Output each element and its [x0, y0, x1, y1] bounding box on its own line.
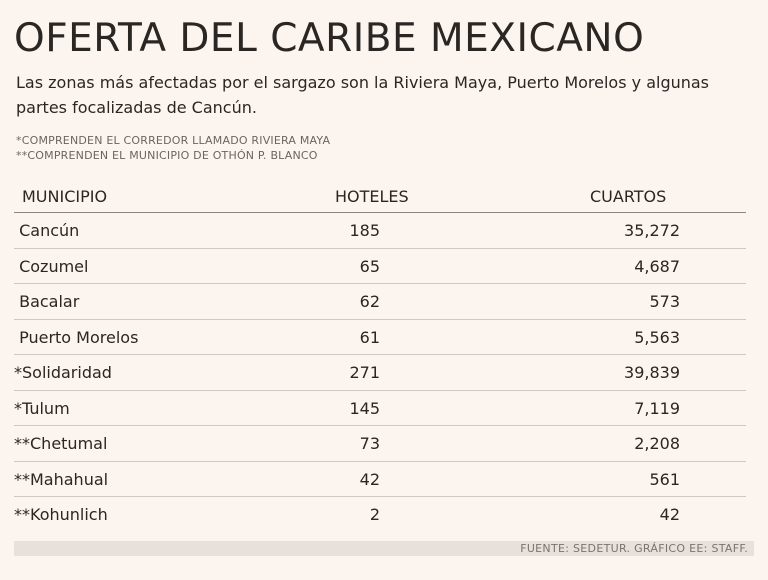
table-row: Puerto Morelos 61 5,563: [14, 320, 746, 355]
source-credit: FUENTE: SEDETUR. GRÁFICO EE: STAFF.: [520, 542, 748, 555]
cell-hoteles: 65: [359, 256, 380, 276]
cell-municipio: Puerto Morelos: [14, 327, 139, 347]
cell-municipio: Cozumel: [14, 256, 89, 276]
cell-municipio: *Solidaridad: [14, 363, 112, 382]
cell-cuartos: 42: [659, 505, 680, 524]
page-title: OFERTA DEL CARIBE MEXICANO: [14, 16, 645, 61]
cell-municipio: Bacalar: [14, 292, 80, 311]
cell-hoteles: 62: [359, 292, 380, 311]
table-row: Cozumel 65 4,687: [14, 249, 746, 284]
cell-hoteles: 61: [359, 327, 380, 347]
source-footer: FUENTE: SEDETUR. GRÁFICO EE: STAFF.: [14, 541, 754, 556]
table-row: *Tulum 145 7,119: [14, 391, 746, 426]
cell-municipio: **Mahahual: [14, 469, 109, 489]
hotel-table: MUNICIPIO HOTELES CUARTOS Cancún 185 35,…: [14, 178, 746, 532]
cell-municipio: **Kohunlich: [14, 505, 108, 524]
cell-cuartos: 35,272: [624, 221, 680, 240]
header-cuartos: CUARTOS: [590, 187, 667, 206]
cell-cuartos: 573: [649, 292, 680, 311]
cell-hoteles: 271: [349, 363, 380, 382]
cell-cuartos: 5,563: [634, 327, 680, 347]
cell-hoteles: 73: [359, 434, 380, 453]
cell-cuartos: 561: [649, 469, 680, 489]
subtitle: Las zonas más afectadas por el sargazo s…: [16, 73, 710, 117]
cell-municipio: *Tulum: [14, 398, 70, 418]
cell-cuartos: 39,839: [624, 363, 680, 382]
cell-hoteles: 185: [349, 221, 380, 240]
cell-municipio: Cancún: [14, 221, 80, 240]
table-header: MUNICIPIO HOTELES CUARTOS: [14, 178, 746, 213]
cell-hoteles: 145: [349, 398, 380, 418]
cell-hoteles: 42: [359, 469, 380, 489]
table-row: **Chetumal 73 2,208: [14, 426, 746, 462]
header-hoteles: HOTELES: [335, 187, 409, 206]
table-row: **Kohunlich 2 42: [14, 497, 746, 532]
cell-cuartos: 7,119: [634, 398, 680, 418]
footnote-riviera-maya: *COMPRENDEN EL CORREDOR LLAMADO RIVIERA …: [16, 134, 331, 147]
table-row: *Solidaridad 271 39,839: [14, 355, 746, 391]
footnote-othon-p-blanco: **COMPRENDEN EL MUNICIPIO DE OTHÓN P. BL…: [16, 149, 318, 162]
cell-cuartos: 4,687: [634, 256, 680, 276]
table-row: **Mahahual 42 561: [14, 462, 746, 497]
table-row: Bacalar 62 573: [14, 284, 746, 320]
cell-cuartos: 2,208: [634, 434, 680, 453]
cell-hoteles: 2: [369, 505, 380, 524]
cell-municipio: **Chetumal: [14, 434, 108, 453]
header-municipio: MUNICIPIO: [22, 187, 108, 206]
table-row: Cancún 185 35,272: [14, 213, 746, 249]
footnotes: *COMPRENDEN EL CORREDOR LLAMADO RIVIERA …: [16, 133, 330, 163]
